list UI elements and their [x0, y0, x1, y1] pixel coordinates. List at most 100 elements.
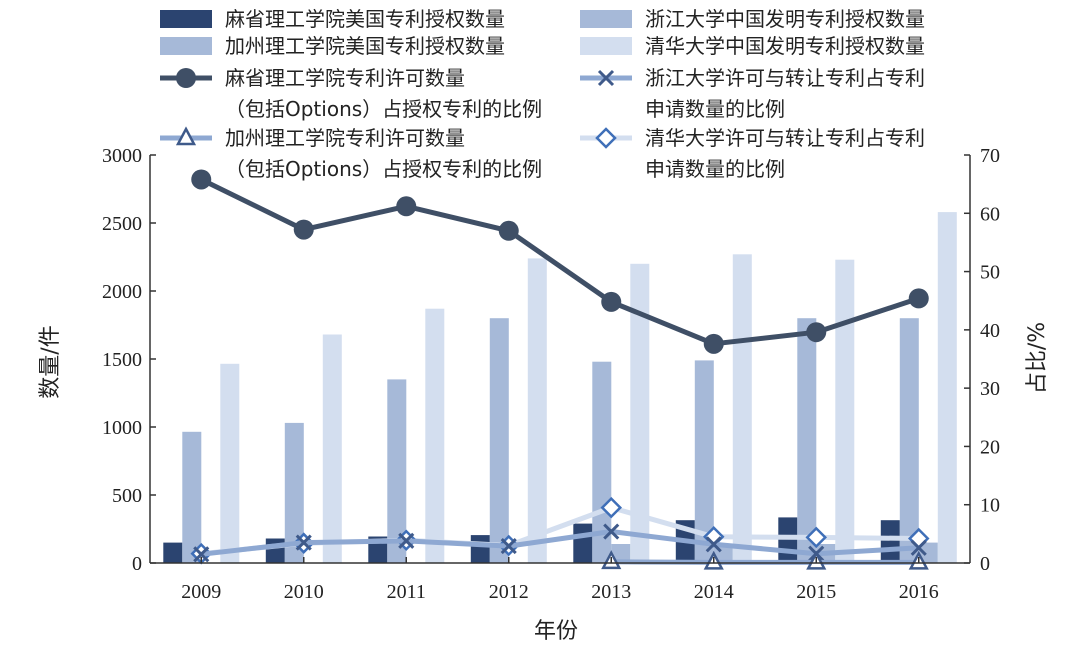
point-series-1-2013	[601, 291, 622, 312]
x-axis-title: 年份	[534, 619, 578, 644]
point-series-2-2009	[193, 546, 210, 563]
point-series-2-2014	[705, 536, 722, 553]
legend-swatch-marker	[176, 68, 196, 88]
point-series-1-2009	[191, 169, 212, 190]
y-tick-label-left: 2500	[102, 213, 142, 235]
point-series-4-2015	[805, 526, 828, 549]
x-tick-label-2009: 2009	[181, 581, 221, 603]
bar-series-2-2009	[182, 431, 202, 563]
legend-item-bar-4: 清华大学中国发明专利授权数量	[580, 34, 925, 58]
line-series-1	[200, 177, 920, 347]
bar-series-1-2013	[573, 523, 593, 563]
legend-label: 加州理工学院美国专利授权数量	[225, 34, 505, 58]
bar-series-4-2013	[630, 263, 650, 563]
y-axis-title-left: 数量/件	[38, 325, 63, 398]
point-series-2-2016	[910, 539, 927, 556]
bar-series-4-2012	[527, 258, 547, 563]
y-tick-label-right: 70	[980, 145, 1000, 167]
point-series-2-2011	[398, 532, 415, 549]
bar-series-2-2012	[489, 318, 509, 563]
x-tick-label-2013: 2013	[591, 581, 631, 603]
bar-series-4-2009	[220, 363, 240, 563]
bar-series-4-2010	[322, 334, 342, 563]
y-tick-label-right: 60	[980, 203, 1000, 225]
y-tick-label-right: 50	[980, 262, 1000, 284]
legend-swatch	[580, 37, 632, 55]
legend-item-bar-1: 麻省理工学院美国专利授权数量	[160, 7, 505, 31]
legend-label: 浙江大学中国发明专利授权数量	[645, 7, 925, 31]
bar-series-1-2015	[778, 517, 798, 563]
legend-swatch-marker	[595, 127, 617, 149]
point-series-1-2011	[396, 196, 417, 217]
bar-series-1-2010	[265, 538, 285, 563]
y-tick-label-right: 0	[980, 553, 990, 575]
bar-series-3-2013	[611, 544, 631, 563]
legend-label: 申请数量的比例	[645, 97, 785, 121]
legend-label: 加州理工学院专利许可数量	[225, 126, 465, 150]
y-tick-label-right: 30	[980, 378, 1000, 400]
y-tick-label-left: 1000	[102, 417, 142, 439]
bar-series-2-2014	[694, 360, 714, 563]
point-series-1-2016	[908, 288, 929, 309]
legend-swatch-marker	[175, 126, 197, 146]
legend-item-bar-3: 浙江大学中国发明专利授权数量	[580, 7, 925, 31]
x-tick-label-2011: 2011	[387, 581, 426, 603]
bar-series-4-2016	[937, 212, 957, 563]
y-tick-label-right: 40	[980, 320, 1000, 342]
legend-label: （包括Options）占授权专利的比例	[225, 97, 542, 121]
legend-label: 申请数量的比例	[645, 157, 785, 181]
point-series-1-2014	[703, 333, 724, 354]
y-tick-label-right: 10	[980, 495, 1000, 517]
legend-swatch	[160, 37, 212, 55]
legend-label: （包括Options）占授权专利的比例	[225, 157, 542, 181]
x-tick-label-2010: 2010	[284, 581, 324, 603]
y-tick-label-left: 0	[132, 553, 142, 575]
bar-series-4-2011	[425, 308, 445, 563]
axes-layer: 0 500 1000 1500 2000 2500 3000 0 10 20 30 40 50 60 70 2…	[102, 145, 1000, 603]
bar-series-4-2014	[732, 254, 752, 564]
bar-series-2-2015	[797, 318, 817, 563]
point-series-2-2013	[603, 523, 620, 540]
x-tick-label-2016: 2016	[899, 581, 939, 603]
legend-swatch-marker	[597, 69, 615, 87]
bar-series-2-2016	[899, 318, 919, 563]
point-series-1-2015	[806, 322, 827, 343]
bar-series-2-2011	[387, 379, 407, 563]
y-tick-label-left: 1500	[102, 349, 142, 371]
y-tick-label-left: 500	[112, 485, 142, 507]
legend-item-bar-2: 加州理工学院美国专利授权数量	[160, 34, 505, 58]
legend-label: 麻省理工学院专利许可数量	[225, 66, 465, 90]
bars-layer	[163, 212, 957, 564]
legend-swatch	[160, 10, 212, 28]
y-tick-label-right: 20	[980, 436, 1000, 458]
legend-label: 浙江大学许可与转让专利占专利	[645, 66, 925, 90]
y-tick-label-left: 2000	[102, 281, 142, 303]
point-series-4-2013	[600, 496, 623, 519]
bar-series-4-2015	[835, 259, 855, 563]
legend-swatch	[580, 10, 632, 28]
y-tick-label-left: 3000	[102, 145, 142, 167]
line-series-2	[201, 529, 919, 557]
point-series-2-2010	[295, 534, 312, 551]
legend-label: 清华大学中国发明专利授权数量	[645, 34, 925, 58]
point-series-1-2010	[293, 219, 314, 240]
bar-series-1-2016	[880, 520, 900, 563]
bar-series-1-2009	[163, 542, 183, 563]
point-series-2-2012	[500, 538, 517, 555]
x-tick-label-2014: 2014	[694, 581, 734, 603]
legend-item-line-3: 加州理工学院专利许可数量 （包括Options）占授权专利的比例	[160, 126, 542, 181]
point-series-1-2012	[498, 220, 519, 241]
bar-series-3-2016	[918, 542, 938, 563]
bar-series-1-2012	[470, 535, 490, 563]
bar-series-2-2010	[284, 422, 304, 563]
legend-label: 麻省理工学院美国专利授权数量	[225, 7, 505, 31]
legend-item-line-1: 麻省理工学院专利许可数量 （包括Options）占授权专利的比例	[160, 66, 542, 121]
y-axis-title-right: 占比/%	[1025, 322, 1050, 394]
x-tick-label-2012: 2012	[489, 581, 529, 603]
x-tick-label-2015: 2015	[796, 581, 836, 603]
legend-label: 清华大学许可与转让专利占专利	[645, 126, 925, 150]
